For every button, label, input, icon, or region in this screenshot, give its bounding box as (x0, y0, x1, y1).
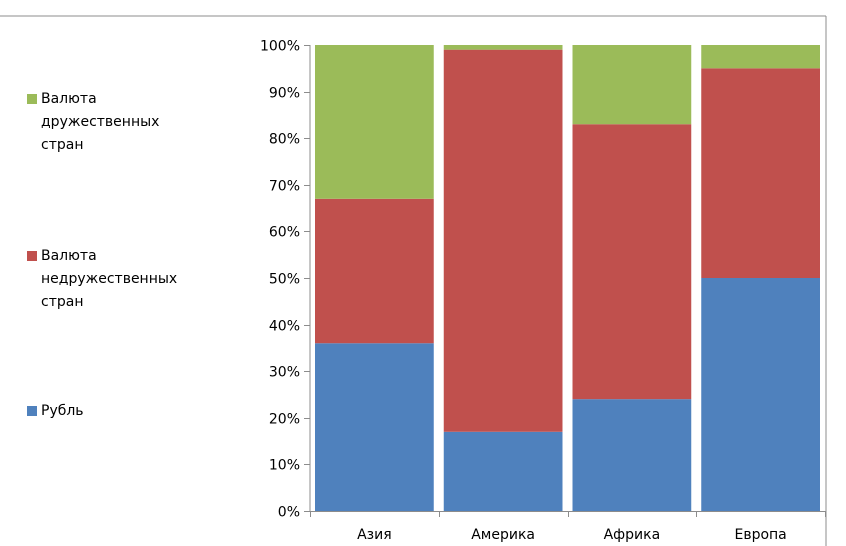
bar-segment (443, 49, 563, 432)
legend-label-line: дружественных (41, 114, 160, 130)
bar-segment (443, 45, 563, 50)
y-tick-label: 20% (269, 412, 300, 428)
y-tick-label: 30% (269, 365, 300, 381)
bar-segment (443, 431, 563, 511)
legend-swatch (27, 406, 37, 416)
y-tick-label: 90% (269, 86, 300, 102)
legend-label: Валюта недружественных стран (41, 245, 241, 314)
y-tick-label: 80% (269, 132, 300, 148)
bar-segment (315, 343, 434, 511)
x-category-label: Азия (357, 527, 392, 543)
legend-label-line: стран (41, 137, 84, 153)
bar-segment (315, 45, 434, 199)
legend-swatch (27, 94, 37, 104)
bar-segment (315, 198, 434, 344)
bar-segment (572, 124, 692, 400)
x-category-label: Африка (604, 527, 661, 543)
y-tick-label: 70% (269, 179, 300, 195)
legend-label-line: Валюта (41, 248, 97, 264)
y-tick-label: 0% (278, 505, 300, 521)
axis-layer: 0% 10% 20% 30% 40% 50% 60% 70% 80% 90% 100% Азия Аме… (260, 39, 826, 543)
x-category-label: Европа (734, 527, 786, 543)
y-tick-label: 60% (269, 225, 300, 241)
bar-segment (701, 45, 820, 69)
legend-label-line: Валюта (41, 91, 97, 107)
legend-label-line: стран (41, 294, 84, 310)
legend-label: Валюта дружественных стран (41, 88, 241, 157)
x-category-label: Америка (471, 527, 535, 543)
legend-swatch (27, 251, 37, 261)
legend-label: Рубль (41, 400, 241, 423)
y-tick-label: 100% (260, 39, 300, 55)
bar-segment (701, 278, 820, 511)
y-tick-label: 40% (269, 319, 300, 335)
y-tick-label: 10% (269, 458, 300, 474)
legend-label-line: Рубль (41, 403, 84, 419)
legend-label-line: недружественных (41, 271, 178, 287)
bars-layer (315, 45, 820, 511)
bar-segment (572, 399, 692, 511)
bar-segment (572, 45, 692, 125)
y-tick-label: 50% (269, 272, 300, 288)
bar-segment (701, 68, 820, 278)
